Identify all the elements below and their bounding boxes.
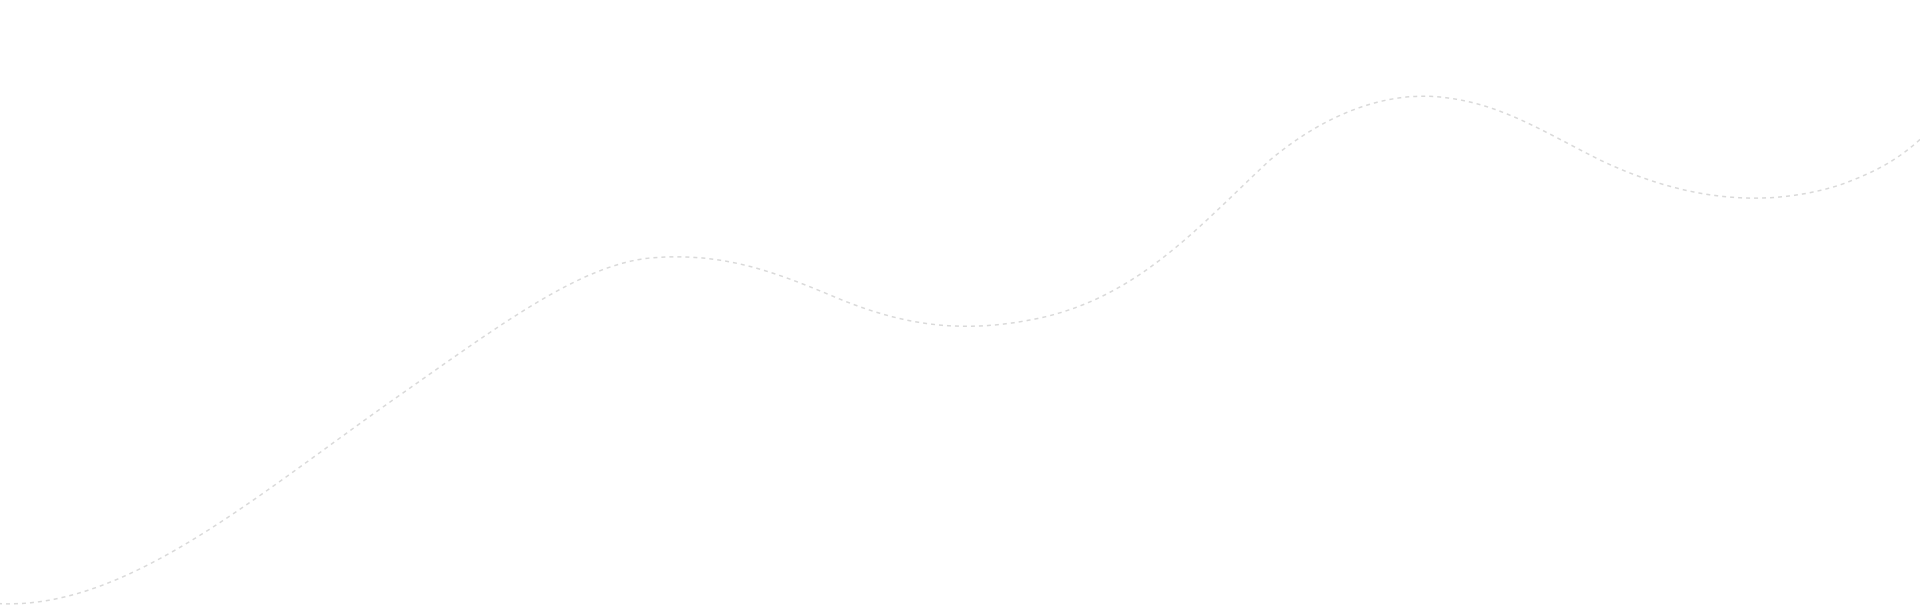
dashed-wave xyxy=(0,95,1920,605)
